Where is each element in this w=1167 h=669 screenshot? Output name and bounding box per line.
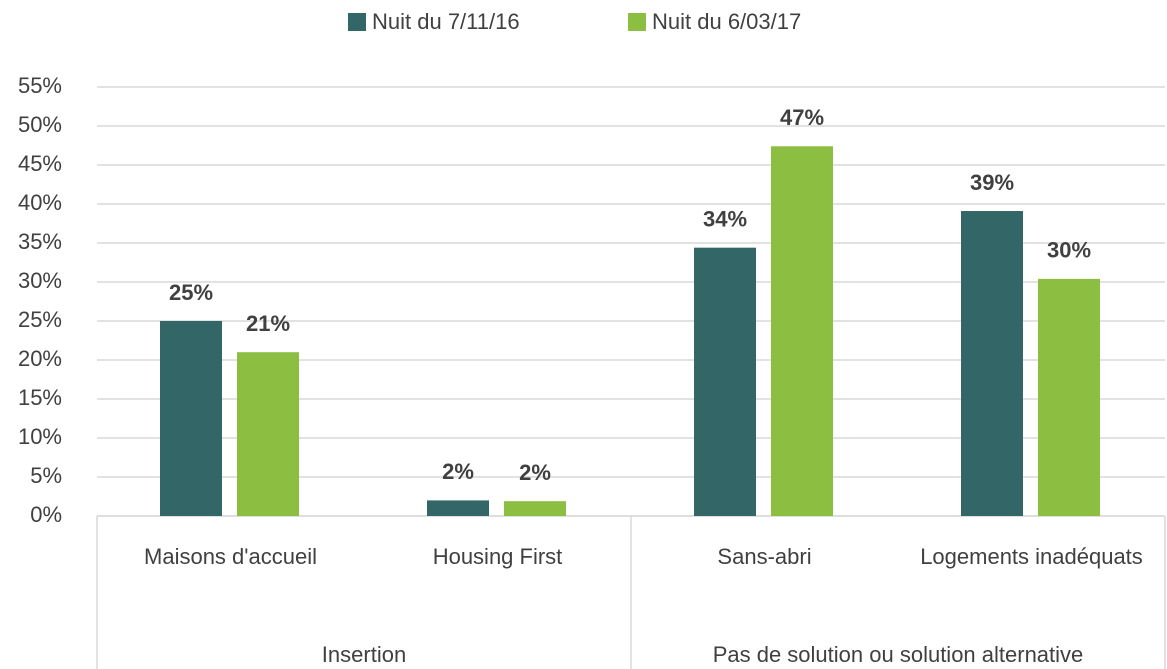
y-tick-label: 30% xyxy=(18,268,62,293)
bar xyxy=(427,500,489,516)
y-tick-label: 55% xyxy=(18,73,62,98)
y-tick-label: 50% xyxy=(18,112,62,137)
data-label: 30% xyxy=(1047,238,1091,263)
x-tick-label: Housing First xyxy=(432,544,563,569)
y-tick-label: 10% xyxy=(18,424,62,449)
legend-swatch xyxy=(348,13,366,31)
x-tick-label: Sans-abri xyxy=(717,544,812,569)
y-tick-label: 40% xyxy=(18,190,62,215)
legend-label: Nuit du 6/03/17 xyxy=(652,9,801,34)
data-label: 34% xyxy=(703,206,747,231)
legend-swatch xyxy=(628,13,646,31)
data-label: 2% xyxy=(519,460,551,485)
bar xyxy=(1038,278,1100,516)
y-tick-label: 45% xyxy=(18,151,62,176)
y-tick-label: 20% xyxy=(18,346,62,371)
data-label: 21% xyxy=(246,311,290,336)
group-label: Pas de solution ou solution alternative xyxy=(712,642,1084,667)
data-label: 2% xyxy=(442,459,474,484)
data-label: 25% xyxy=(169,280,213,305)
bar xyxy=(961,211,1023,516)
data-label: 47% xyxy=(780,105,824,130)
bar xyxy=(237,352,299,516)
x-tick-label: Maisons d'accueil xyxy=(144,544,317,569)
bar xyxy=(160,321,222,516)
data-label: 39% xyxy=(970,170,1014,195)
y-tick-label: 25% xyxy=(18,307,62,332)
y-tick-label: 5% xyxy=(30,463,62,488)
y-tick-label: 35% xyxy=(18,229,62,254)
legend-label: Nuit du 7/11/16 xyxy=(372,9,520,34)
y-tick-label: 0% xyxy=(30,502,62,527)
x-tick-label: Logements inadéquats xyxy=(920,544,1143,569)
y-tick-label: 15% xyxy=(18,385,62,410)
group-label: Insertion xyxy=(321,642,407,667)
bar xyxy=(771,146,833,516)
bar xyxy=(694,247,756,516)
bar xyxy=(504,501,566,516)
